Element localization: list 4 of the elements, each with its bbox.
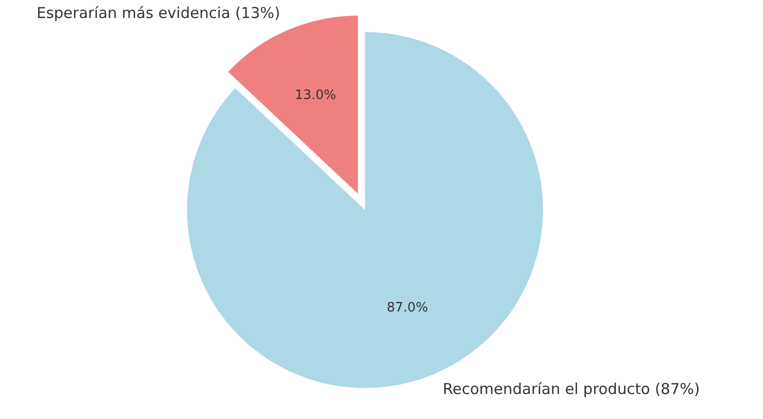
slice-label: Recomendarían el producto (87%) <box>442 380 700 398</box>
slice-label: Esperarían más evidencia (13%) <box>36 4 280 22</box>
data-label: 87.0% <box>386 300 428 316</box>
data-label: 13.0% <box>294 88 336 104</box>
